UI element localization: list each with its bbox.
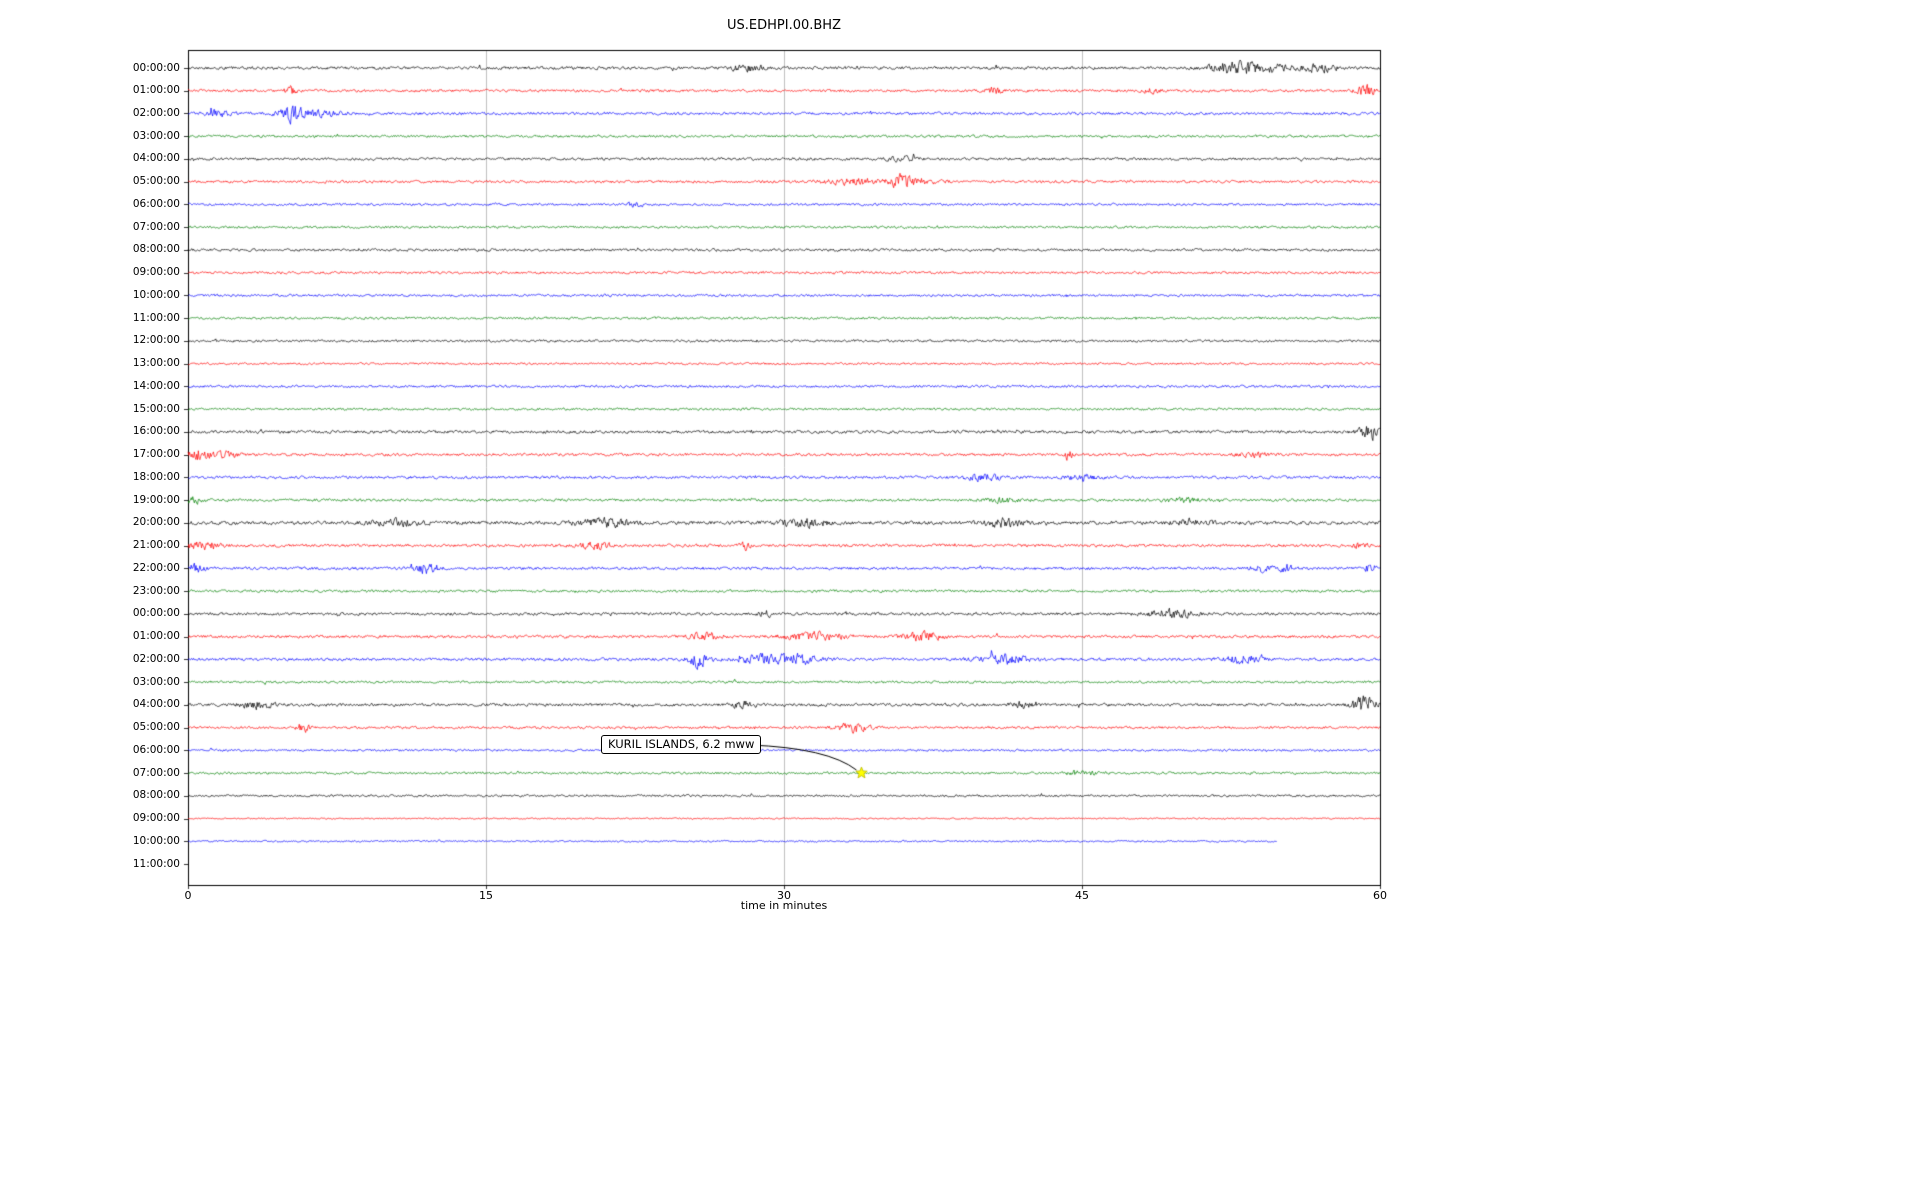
y-axis-label: 10:00:00	[132, 834, 180, 847]
y-axis-label: 04:00:00	[132, 698, 180, 711]
y-axis-label: 01:00:00	[132, 84, 180, 97]
y-axis-label: 05:00:00	[132, 721, 180, 734]
y-axis-label: 04:00:00	[132, 152, 180, 165]
x-axis-tick-label: 45	[1075, 889, 1089, 902]
y-axis-label: 03:00:00	[132, 675, 180, 688]
y-axis-label: 13:00:00	[132, 357, 180, 370]
y-axis-label: 17:00:00	[132, 448, 180, 461]
x-axis-tick-label: 30	[777, 889, 791, 902]
y-axis-label: 00:00:00	[132, 61, 180, 74]
y-axis-label: 11:00:00	[132, 311, 180, 324]
y-axis-label: 05:00:00	[132, 175, 180, 188]
x-axis-tick-label: 0	[184, 889, 192, 902]
y-axis-label: 09:00:00	[132, 266, 180, 279]
y-axis-label: 02:00:00	[132, 106, 180, 119]
y-axis-label: 07:00:00	[132, 766, 180, 779]
y-axis-label: 08:00:00	[132, 243, 180, 256]
y-axis-label: 03:00:00	[132, 129, 180, 142]
y-axis-label: 18:00:00	[132, 470, 180, 483]
y-axis-label: 20:00:00	[132, 516, 180, 529]
y-axis-label: 19:00:00	[132, 493, 180, 506]
y-axis-label: 00:00:00	[132, 607, 180, 620]
y-axis-label: 07:00:00	[132, 220, 180, 233]
y-axis-label: 02:00:00	[132, 652, 180, 665]
x-axis-label: time in minutes	[740, 899, 828, 912]
y-axis-label: 23:00:00	[132, 584, 180, 597]
y-axis-label: 08:00:00	[132, 789, 180, 802]
y-axis-label: 10:00:00	[132, 288, 180, 301]
y-axis-label: 11:00:00	[132, 857, 180, 870]
y-axis-label: 22:00:00	[132, 561, 180, 574]
plot-title: US.EDHPI.00.BHZ	[727, 18, 841, 33]
x-axis-tick-label: 15	[479, 889, 493, 902]
y-axis-label: 09:00:00	[132, 812, 180, 824]
x-axis-tick-label: 60	[1373, 889, 1387, 902]
y-axis-label: 15:00:00	[132, 402, 180, 415]
y-axis-label: 01:00:00	[132, 630, 180, 643]
y-axis-label: 12:00:00	[132, 334, 180, 347]
y-axis-label: 06:00:00	[132, 743, 180, 756]
y-axis-label: 14:00:00	[132, 379, 180, 392]
y-axis-label: 16:00:00	[132, 425, 180, 438]
event-annotation: KURIL ISLANDS, 6.2 mww	[601, 735, 762, 754]
y-axis-label: 21:00:00	[132, 539, 180, 552]
y-axis-label: 06:00:00	[132, 197, 180, 210]
